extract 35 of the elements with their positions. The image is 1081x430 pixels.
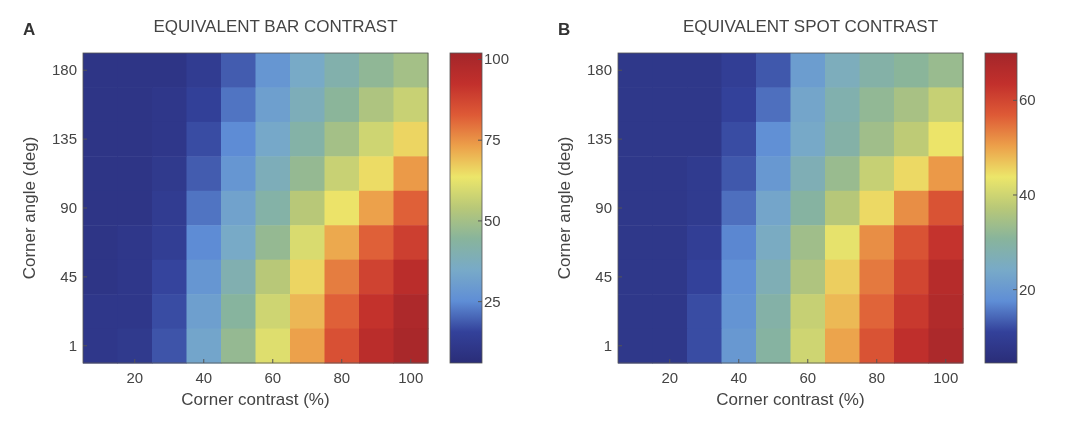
y-tick-label: 180 xyxy=(51,61,77,79)
y-tick-label: 1 xyxy=(603,336,612,354)
x-tick-label: 40 xyxy=(195,369,213,386)
color-bar-label: 60 xyxy=(1019,91,1036,109)
y-tick-label: 1 xyxy=(68,336,77,354)
chart-title: EQUIVALENT BAR CONTRAST xyxy=(153,17,398,36)
x-tick-label: 20 xyxy=(126,369,144,386)
color-bar-label: 75 xyxy=(484,131,501,149)
y-axis-title: Corner angle (deg) xyxy=(555,136,574,280)
y-axis-title: Corner angle (deg) xyxy=(20,136,39,280)
x-tick-label: 80 xyxy=(333,369,351,386)
y-tick-label: 90 xyxy=(60,199,77,216)
color-bar-label: 25 xyxy=(484,292,501,310)
y-tick-label: 180 xyxy=(586,61,612,79)
color-bar-label: 40 xyxy=(1019,185,1036,203)
x-tick-label: 80 xyxy=(868,369,886,386)
x-tick-label: 60 xyxy=(799,369,817,386)
x-tick-label: 100 xyxy=(933,369,959,386)
x-tick-label: 100 xyxy=(398,369,424,386)
color-bar-label: 50 xyxy=(484,211,501,229)
x-tick-label: 20 xyxy=(661,369,679,386)
color-bar-label: 100 xyxy=(484,50,510,68)
x-axis-title: Corner contrast (%) xyxy=(716,390,865,409)
x-tick-label: 60 xyxy=(264,369,282,386)
text: A xyxy=(23,20,36,39)
x-tick-label: 40 xyxy=(730,369,748,386)
y-tick-label: 45 xyxy=(60,267,77,285)
y-tick-label: 45 xyxy=(595,267,612,285)
text: B xyxy=(558,20,571,39)
x-axis-title: Corner contrast (%) xyxy=(181,390,330,409)
y-tick-label: 90 xyxy=(595,199,612,216)
chart-title: EQUIVALENT SPOT CONTRAST xyxy=(682,17,939,36)
y-tick-label: 135 xyxy=(51,130,77,148)
color-bar-label: 20 xyxy=(1019,280,1036,298)
y-tick-label: 135 xyxy=(586,130,612,148)
